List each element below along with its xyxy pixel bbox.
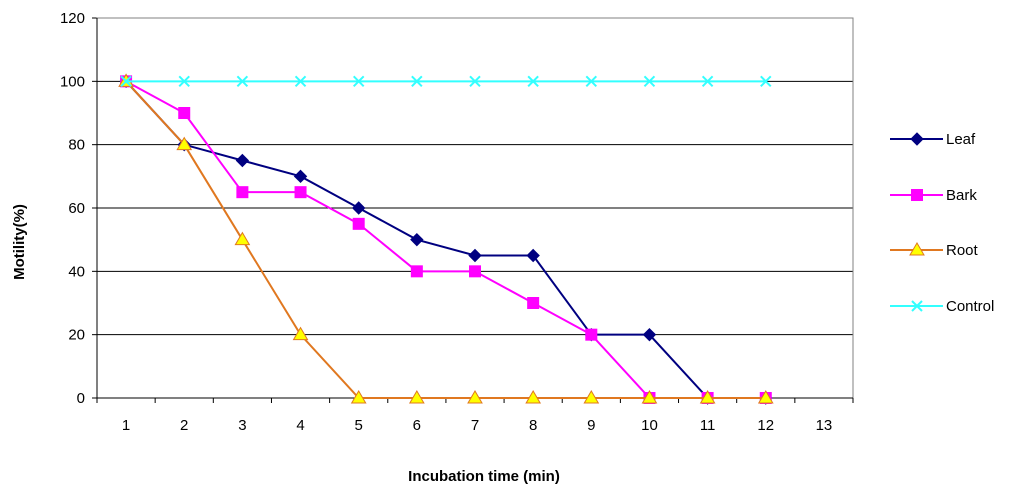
point-leaf — [642, 327, 657, 342]
y-tick-label: 100 — [60, 73, 85, 90]
legend-label-bark: Bark — [946, 187, 977, 204]
x-tick-label: 10 — [641, 417, 658, 434]
point-control — [411, 75, 423, 88]
y-axis-title: Motility(%) — [11, 204, 28, 280]
legend-marker-leaf — [910, 132, 924, 146]
legend-item-leaf: Leaf — [890, 131, 976, 148]
legend: Leaf Bark Root Control — [890, 131, 994, 315]
x-tick-label: 5 — [355, 417, 363, 434]
point-bark — [352, 217, 365, 230]
legend-item-root: Root — [890, 242, 979, 259]
legend-label-control: Control — [946, 298, 994, 315]
y-tick-label: 20 — [68, 327, 85, 344]
point-leaf — [410, 232, 424, 247]
point-bark — [294, 186, 307, 199]
series-root — [118, 73, 774, 404]
point-control — [178, 75, 190, 88]
x-tick-label: 8 — [529, 417, 537, 434]
x-tick-label: 4 — [296, 417, 304, 434]
point-root — [408, 390, 425, 404]
point-root — [757, 390, 774, 404]
point-control — [294, 75, 307, 88]
series-line-leaf — [125, 80, 766, 399]
x-tick-label: 9 — [587, 417, 595, 434]
legend-label-leaf: Leaf — [946, 131, 976, 148]
y-tick-label: 60 — [68, 200, 85, 217]
point-control — [585, 75, 598, 88]
point-control — [352, 75, 365, 88]
x-axis-title: Incubation time (min) — [408, 468, 560, 485]
point-root — [525, 390, 542, 404]
series-layer — [118, 73, 774, 405]
y-tick-label: 80 — [68, 137, 85, 154]
point-control — [236, 75, 249, 88]
point-control — [701, 75, 714, 88]
x-tick-label: 11 — [700, 417, 716, 434]
series-line-root — [125, 80, 766, 399]
point-root — [467, 390, 483, 404]
point-control — [760, 75, 772, 88]
point-root — [641, 390, 658, 404]
legend-marker-root — [909, 242, 925, 256]
point-root — [583, 390, 600, 404]
series-control — [120, 75, 772, 88]
point-root — [292, 326, 309, 341]
point-leaf — [351, 201, 366, 215]
point-bark — [236, 186, 249, 199]
x-tick-label: 3 — [238, 417, 246, 434]
point-control — [120, 75, 132, 88]
point-leaf — [468, 248, 482, 263]
point-bark — [469, 265, 481, 278]
x-tick-label: 2 — [180, 417, 188, 434]
point-root — [234, 231, 251, 246]
point-bark — [410, 265, 423, 278]
point-root — [176, 136, 193, 151]
x-tick-label: 12 — [757, 417, 774, 434]
point-control — [469, 75, 481, 88]
point-leaf — [293, 169, 308, 184]
legend-marker-control — [911, 300, 923, 312]
series-line-bark — [125, 80, 766, 399]
point-control — [527, 75, 539, 88]
point-bark — [178, 107, 191, 119]
axes — [92, 17, 854, 403]
legend-item-control: Control — [890, 298, 994, 315]
series-leaf — [119, 74, 773, 405]
point-root — [350, 390, 367, 404]
x-tick-label: 6 — [413, 417, 421, 434]
point-leaf — [526, 248, 540, 263]
x-tick-label: 1 — [122, 417, 130, 434]
x-tick-label: 7 — [471, 417, 479, 434]
point-control — [643, 75, 656, 88]
legend-marker-bark — [911, 189, 923, 201]
point-root — [699, 390, 716, 404]
point-leaf — [235, 153, 250, 168]
x-tick-label: 13 — [816, 417, 833, 434]
legend-label-root: Root — [946, 242, 979, 259]
point-bark — [585, 328, 598, 341]
y-tick-label: 120 — [60, 10, 85, 27]
legend-item-bark: Bark — [890, 187, 977, 204]
y-tick-label: 40 — [68, 263, 85, 280]
series-bark — [120, 75, 772, 404]
y-tick-label: 0 — [77, 390, 85, 407]
grid-lines — [97, 17, 853, 399]
point-bark — [527, 297, 540, 309]
